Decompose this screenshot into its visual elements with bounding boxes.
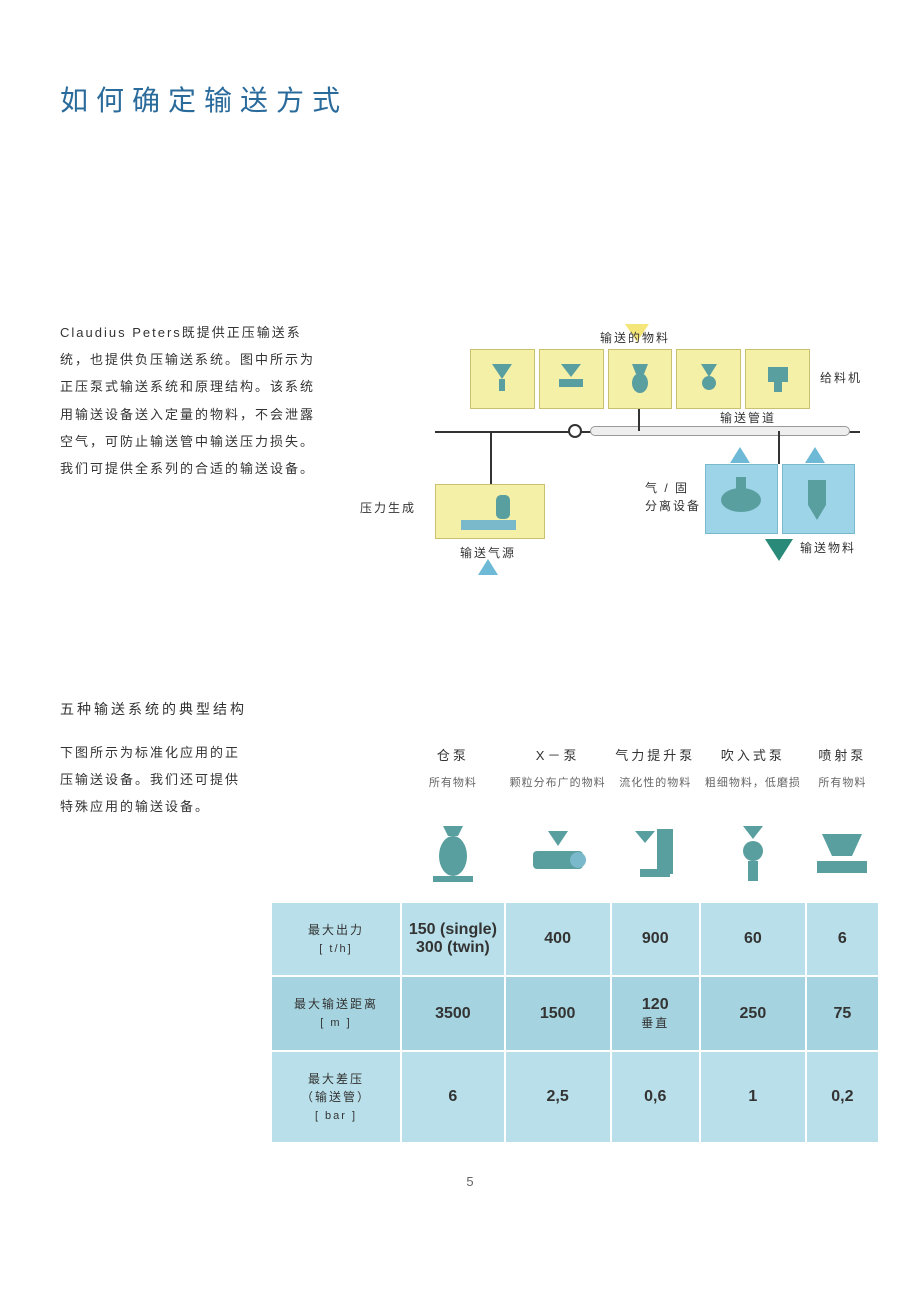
table-cell: 2,5 [505, 1051, 611, 1144]
pump-icon-blowin [718, 821, 788, 891]
pump-icon-silo [418, 821, 488, 891]
table-header-row: 仓泵 X－泵 气力提升泵 吹入式泵 喷射泵 [271, 739, 879, 774]
col3-name: 吹入式泵 [700, 739, 806, 774]
table-cell: 1 [700, 1051, 806, 1144]
icon-cell-0 [401, 812, 505, 902]
label-material-in: 输送的物料 [600, 329, 670, 346]
arrow-material-out-icon [765, 539, 793, 561]
table-row: 最大出力[ t/h]150 (single)300 (twin)40090060… [271, 902, 879, 977]
col0-sub: 所有物料 [401, 774, 505, 812]
feeder-row [470, 349, 810, 409]
table-cell: 1500 [505, 976, 611, 1051]
arrow-gas-out1-icon [730, 447, 750, 463]
col2-sub: 流化性的物料 [611, 774, 701, 812]
table-cell: 150 (single)300 (twin) [401, 902, 505, 977]
section-principle: Claudius Peters既提供正压输送系统，也提供负压输送系统。图中所示为… [60, 319, 880, 579]
pump-icon-x [523, 821, 593, 891]
feeder-box-1 [470, 349, 535, 409]
label-sep-line2: 分离设备 [645, 499, 701, 513]
row-label: 最大输送距离[ m ] [271, 976, 401, 1051]
icon-cell-1 [505, 812, 611, 902]
blank-cell [271, 812, 401, 902]
table-cell: 250 [700, 976, 806, 1051]
table-row: 最大输送距离[ m ]35001500120垂直25075 [271, 976, 879, 1051]
table-subheader-row: 所有物料 颗粒分布广的物料 流化性的物料 粗细物料，低磨损 所有物料 [271, 774, 879, 812]
flow-diagram: 输送的物料 给料机 [350, 319, 880, 579]
feeder-box-3 [608, 349, 673, 409]
table-cell: 900 [611, 902, 701, 977]
col4-sub: 所有物料 [806, 774, 879, 812]
icon-cell-4 [806, 812, 879, 902]
table-cell: 3500 [401, 976, 505, 1051]
intro-paragraph: Claudius Peters既提供正压输送系统，也提供负压输送系统。图中所示为… [60, 319, 320, 579]
icon-cell-2 [611, 812, 701, 902]
row-label: 最大差压（输送管）[ bar ] [271, 1051, 401, 1144]
table-row: 最大差压（输送管）[ bar ]62,50,610,2 [271, 1051, 879, 1144]
table-cell: 6 [401, 1051, 505, 1144]
arrow-air-in-icon [478, 559, 498, 575]
table-cell: 400 [505, 902, 611, 977]
feeder-box-2 [539, 349, 604, 409]
col3-sub: 粗细物料，低磨损 [700, 774, 806, 812]
table-cell: 60 [700, 902, 806, 977]
blank-cell [271, 739, 401, 774]
sep-box-2 [782, 464, 855, 534]
air-source-box [435, 484, 545, 539]
feeder-box-5 [745, 349, 810, 409]
label-material-out: 输送物料 [800, 539, 856, 556]
pipe-v1 [638, 409, 640, 431]
label-separation: 气 / 固 分离设备 [645, 479, 701, 515]
page-number: 5 [60, 1174, 880, 1189]
sep-box-1 [705, 464, 778, 534]
table-cell: 6 [806, 902, 879, 977]
col4-name: 喷射泵 [806, 739, 879, 774]
pipe-node-icon [568, 424, 582, 438]
table-cell: 0,2 [806, 1051, 879, 1144]
col1-name: X－泵 [505, 739, 611, 774]
comparison-table: 仓泵 X－泵 气力提升泵 吹入式泵 喷射泵 所有物料 颗粒分布广的物料 流化性的… [270, 739, 880, 1145]
blank-cell [271, 774, 401, 812]
page: 如何确定输送方式 Claudius Peters既提供正压输送系统，也提供负压输… [0, 0, 920, 1229]
label-feeder: 给料机 [820, 369, 862, 386]
col2-name: 气力提升泵 [611, 739, 701, 774]
label-pipe: 输送管道 [720, 409, 776, 426]
table-cell: 120垂直 [611, 976, 701, 1051]
icon-cell-3 [700, 812, 806, 902]
table-cell: 75 [806, 976, 879, 1051]
row-label: 最大出力[ t/h] [271, 902, 401, 977]
pipe-v2 [490, 431, 492, 484]
pump-icon-airlift [620, 821, 690, 891]
table-icon-row [271, 812, 879, 902]
table-cell: 0,6 [611, 1051, 701, 1144]
pipe-v3 [778, 431, 780, 464]
feeder-box-4 [676, 349, 741, 409]
pipe-tube-icon [590, 426, 850, 436]
section-comparison: 下图所示为标准化应用的正压输送设备。我们还可提供特殊应用的输送设备。 仓泵 X－… [60, 739, 880, 1145]
col0-name: 仓泵 [401, 739, 505, 774]
section2-paragraph: 下图所示为标准化应用的正压输送设备。我们还可提供特殊应用的输送设备。 [60, 739, 250, 1145]
arrow-gas-out2-icon [805, 447, 825, 463]
section2-title: 五种输送系统的典型结构 [60, 699, 880, 719]
label-pressure-gen: 压力生成 [360, 499, 416, 516]
label-sep-line1: 气 / 固 [645, 481, 689, 495]
col1-sub: 颗粒分布广的物料 [505, 774, 611, 812]
page-title: 如何确定输送方式 [60, 79, 880, 119]
pump-icon-jet [807, 821, 877, 891]
separation-row [705, 464, 855, 534]
